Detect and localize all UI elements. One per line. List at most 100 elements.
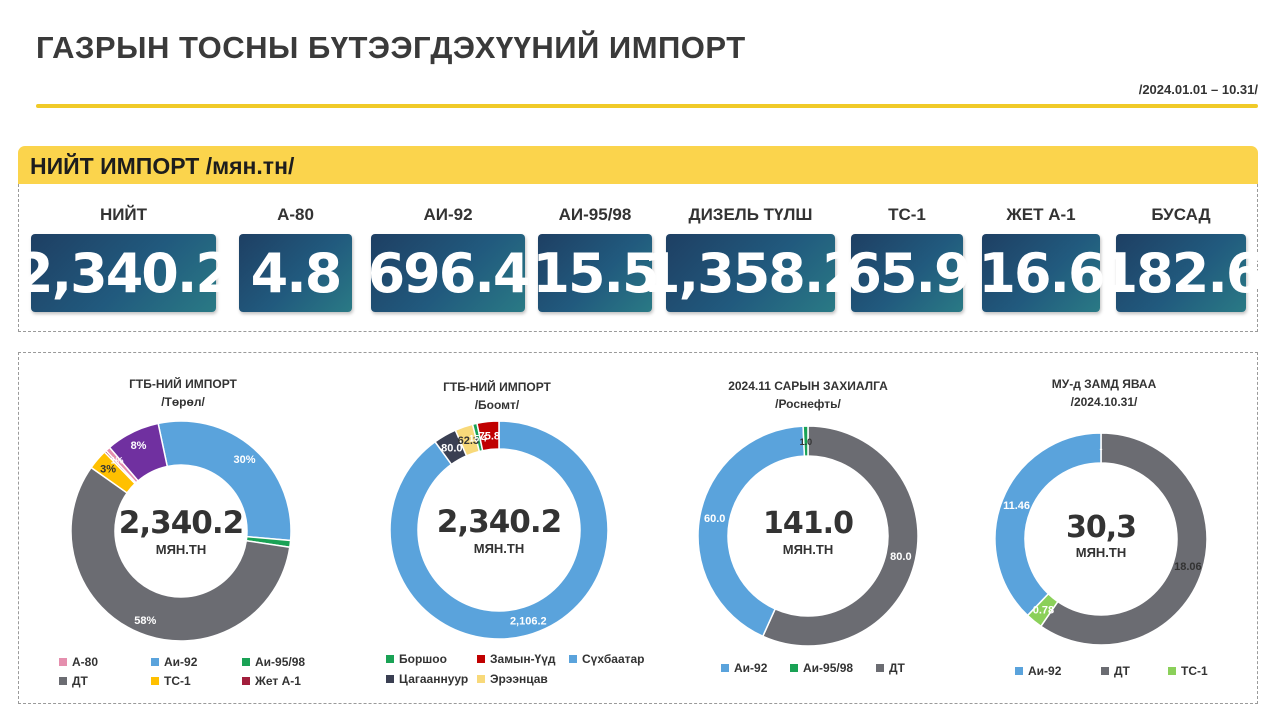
legend-item-цагааннуур: Цагааннуур [386,672,468,686]
legend-swatch [151,658,159,666]
donut-chart-in-transit: 18.06 0.78 11.46 - 30,3 МЯН.ТН [994,432,1208,646]
legend-swatch [477,655,485,663]
kpi-value: 65.9 [844,234,972,312]
slice-label: 58% [134,615,156,627]
legend-item-аи-95-98: Аи-95/98 [790,661,853,675]
slice-label: 1% [111,455,124,465]
slice-аи-92 [697,425,806,638]
legend-label: ДТ [1114,664,1130,678]
kpi-label: ЖЕТ А-1 [1006,205,1076,224]
legend-item-а-80: А-80 [59,655,98,669]
kpi-value: 1,358.2 [643,234,860,312]
legend-swatch [1015,667,1023,675]
donut-center-unit: МЯН.ТН [156,542,207,557]
chart-title: 2024.11 САРЫН ЗАХИАЛГА [728,379,888,393]
legend-item-тс-1: ТС-1 [1168,664,1208,678]
chart-subtitle: /2024.10.31/ [1070,395,1138,409]
donut-center-value: 30,3 [1066,510,1136,545]
legend-item-боршоо: Боршоо [386,652,447,666]
legend-item-жет-а-1: Жет А-1 [242,674,301,688]
legend-label: Замын-Үүд [490,652,556,666]
legend-label: Сүхбаатар [582,652,645,666]
slice-label: 3% [100,464,116,476]
legend-item-замын-үүд: Замын-Үүд [477,652,556,666]
kpi-value: 15.5 [532,234,660,312]
kpi-value: 2,340.2 [16,234,233,312]
slice-other [108,422,169,482]
slice-label: 30% [234,454,256,466]
chart-title: ГТБ-НИЙ ИМПОРТ [129,377,237,391]
kpi-panel [18,184,1258,332]
legend-item-дт: ДТ [1101,664,1130,678]
title-underline [36,104,1258,108]
kpi-value: 182.6 [1101,234,1263,312]
kpi-value: 696.4 [368,234,530,312]
chart-subtitle: /Роснефть/ [775,397,841,411]
legend-swatch [876,664,884,672]
slice-label: 80.0 [890,551,911,563]
kpi-value: 4.8 [239,234,352,312]
donut-center-unit: МЯН.ТН [783,542,834,557]
chart-title-type: ГТБ-НИЙ ИМПОРТ /Төрөл/ [83,375,283,411]
legend-swatch [1101,667,1109,675]
slice-сүхбаатар [389,420,609,640]
slice-label: 75.8 [479,430,500,442]
kpi-diesel: ДИЗЕЛЬ ТҮЛШ 1,358.2 [643,202,860,312]
donut-chart-port: 2,106.2 80.062.315.475.8 2,340.2 МЯН.ТН [389,420,609,640]
legend-label: Аи-92 [1028,664,1062,678]
kpi-label: ДИЗЕЛЬ ТҮЛШ [688,205,813,224]
legend-item-аи-92: Аи-92 [1015,664,1061,678]
legend-label: Аи-95/98 [803,661,854,675]
chart-title: ГТБ-НИЙ ИМПОРТ [443,380,551,394]
legend-swatch [151,677,159,685]
legend-item-дт: ДТ [876,661,905,675]
chart-title-order: 2024.11 САРЫН ЗАХИАЛГА /Роснефть/ [708,377,908,413]
donut-center-unit: МЯН.ТН [1076,545,1127,560]
chart-title: МУ-д ЗАМД ЯВАА [1051,377,1157,391]
legend-label: Аи-92 [734,661,768,675]
legend-item-эрээнцав: Эрээнцав [477,672,548,686]
legend-label: ДТ [72,674,88,688]
legend-swatch [59,658,67,666]
legend-swatch [790,664,798,672]
legend-item-аи-95-98: Аи-95/98 [242,655,305,669]
kpi-value: 16.6 [978,234,1106,312]
legend-swatch [721,664,729,672]
legend-label: Эрээнцав [490,672,548,686]
legend-label: ДТ [889,661,905,675]
kpi-label: НИЙТ [99,205,148,224]
legend-label: ТС-1 [164,674,191,688]
donut-center-value: 141.0 [763,506,853,541]
legend-swatch [386,655,394,663]
legend-swatch [569,655,577,663]
legend-label: Жет А-1 [255,674,301,688]
legend-swatch [242,658,250,666]
donut-center-value: 2,340.2 [119,505,243,541]
legend-item-аи-92: Аи-92 [151,655,197,669]
chart-title-port: ГТБ-НИЙ ИМПОРТ /Боомт/ [397,378,597,414]
slice-label: 18.06 [1174,561,1202,573]
legend-item-сүхбаатар: Сүхбаатар [569,652,645,666]
kpi-label: АИ-95/98 [558,205,632,224]
kpi-label: А-80 [277,205,314,224]
slice-дт [761,425,919,647]
legend-label: Боршоо [399,652,447,666]
slice-label: 60.0 [704,513,725,525]
donut-center-value: 2,340.2 [437,504,561,540]
slice-label: 1.0 [800,437,813,447]
slice-label: 0.78 [1033,605,1054,617]
legend-label: Аи-92 [164,655,198,669]
kpi-label: БУСАД [1151,205,1211,224]
banner-label: НИЙТ ИМПОРТ /мян.тн/ [30,153,295,179]
legend-label: Аи-95/98 [255,655,306,669]
legend-item-аи-92: Аи-92 [721,661,767,675]
slice-замын-үүд [476,420,500,452]
kpi-other: БУСАД 182.6 [1101,202,1263,312]
donut-chart-order: 80.0 60.0 1.0 141.0 МЯН.ТН [697,425,919,647]
legend-item-тс-1: ТС-1 [151,674,191,688]
legend-label: ТС-1 [1181,664,1208,678]
slice-label: 11.46 [1003,500,1030,512]
legend-swatch [59,677,67,685]
kpi-label: ТС-1 [888,205,926,224]
legend-label: А-80 [72,655,99,669]
